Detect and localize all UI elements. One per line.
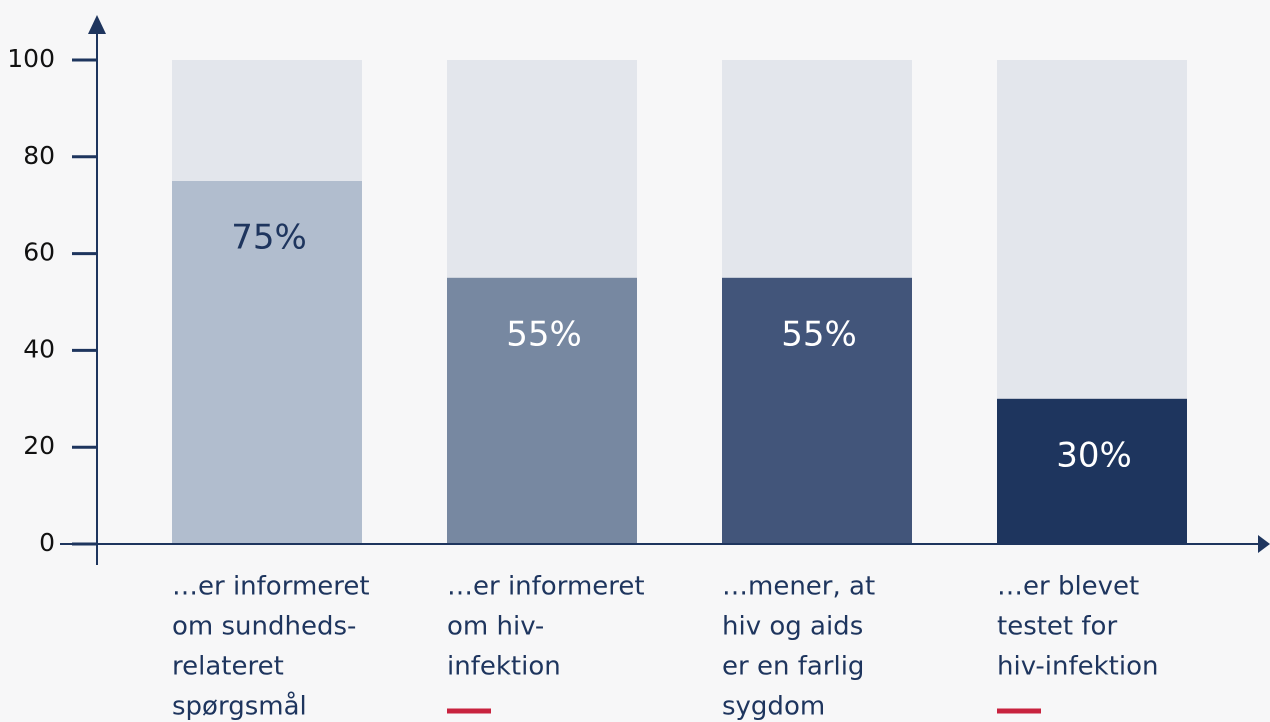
y-tick-label: 0 xyxy=(39,528,55,557)
bar xyxy=(172,181,362,544)
data-label: 55% xyxy=(781,314,857,354)
bar xyxy=(997,398,1187,544)
y-tick-label: 80 xyxy=(23,141,55,170)
x-tick-label: spørgsmål xyxy=(172,691,307,722)
y-tick-label: 40 xyxy=(23,334,55,363)
x-tick-label: …er blevet xyxy=(997,572,1139,602)
x-tick-label: …mener, at xyxy=(722,572,875,602)
bar xyxy=(447,277,637,544)
y-tick-label: 60 xyxy=(23,238,55,267)
x-tick-label: relateret xyxy=(172,652,284,682)
x-tick-label: sygdom xyxy=(722,692,825,722)
bar xyxy=(722,277,912,544)
x-tick-label: er en farlig xyxy=(722,652,864,682)
x-tick-label: …er informeret xyxy=(447,572,645,602)
data-label: 30% xyxy=(1056,435,1132,475)
x-tick-label: om sundheds- xyxy=(172,612,356,642)
x-tick-label: hiv-infektion xyxy=(997,652,1158,682)
x-tick-label: …er informeret xyxy=(172,572,370,602)
data-label: 55% xyxy=(506,314,582,354)
data-label: 75% xyxy=(231,218,307,258)
x-tick-label: infektion xyxy=(447,652,561,682)
x-axis-arrow xyxy=(1258,535,1270,553)
y-axis-arrow xyxy=(88,15,106,34)
x-tick-label: hiv og aids xyxy=(722,612,863,642)
y-tick-label: 100 xyxy=(7,44,55,73)
y-tick-label: 20 xyxy=(23,431,55,460)
x-tick-label: om hiv- xyxy=(447,612,544,642)
x-tick-label: testet for xyxy=(997,612,1117,642)
